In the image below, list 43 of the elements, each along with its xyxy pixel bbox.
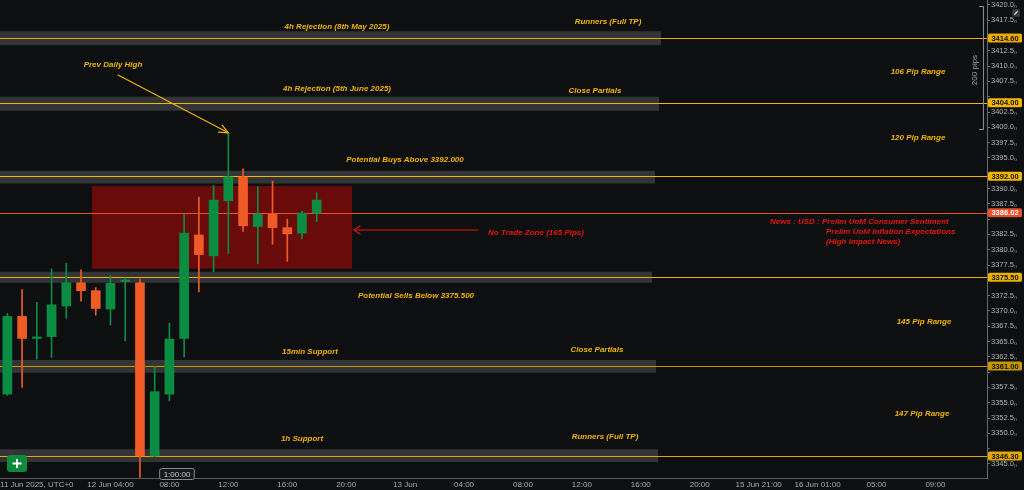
- candlestick: [252, 186, 263, 265]
- candlestick: [282, 218, 293, 262]
- annotation: 4h Rejection (5th June 2025): [281, 84, 392, 94]
- annotation: Potential Buys Above 3392.000: [346, 155, 465, 165]
- annotation: 145 Pip Range: [896, 317, 952, 327]
- candlestick: [194, 196, 204, 293]
- annotation: 15min Support: [281, 347, 339, 357]
- x-tick-label: 13 Jun: [393, 480, 418, 489]
- annotation: 147 Pip Range: [894, 409, 950, 419]
- annotation: 106 Pip Range: [890, 67, 946, 77]
- candlestick: [17, 289, 27, 388]
- annotation: News : USD : Prelim UoM Consumer Sentiment: [770, 217, 950, 227]
- x-tick-label: 04:00: [454, 480, 475, 489]
- annotation: Prev Daily High: [83, 60, 143, 70]
- x-tick-label: 15 Jun 21:00: [735, 480, 783, 489]
- x-tick-label: 16 Jun 01:00: [794, 480, 842, 489]
- annotation: 1h Support: [280, 434, 324, 444]
- annotation: 1:00:00: [163, 469, 191, 479]
- x-tick-label: 09:00: [925, 480, 946, 489]
- annotation: 200 pips: [970, 54, 980, 86]
- x-tick-label: 20:00: [336, 480, 357, 489]
- x-tick-label: 16:00: [277, 480, 298, 489]
- x-tick-label: 11 Jun 2025, UTC+0: [0, 480, 75, 489]
- annotation: (High Impact News): [826, 237, 901, 247]
- x-tick-label: 16:00: [630, 480, 652, 489]
- annotation: Runners (Full TP): [574, 17, 642, 27]
- annotation: Close Partials: [568, 86, 622, 96]
- annotation: Prelim UoM Inflation Expectations: [826, 227, 956, 237]
- annotation: Close Partials: [570, 345, 624, 355]
- x-tick-label: 08:00: [159, 480, 180, 489]
- x-tick-label: 12 Jun 04:00: [87, 480, 135, 489]
- annotation: 4h Rejection (8th May 2025): [283, 22, 390, 32]
- candlestick: [120, 277, 131, 342]
- x-tick-label: 05:00: [866, 480, 888, 489]
- annotation: Potential Sells Below 3375.500: [357, 291, 475, 301]
- band-label: No Trade Zone (165 Pips): [488, 228, 585, 238]
- annotation: 120 Pip Range: [890, 133, 946, 143]
- x-tick-label: 12:00: [218, 480, 239, 489]
- annotation: Runners (Full TP): [571, 432, 639, 442]
- x-tick-label: 08:00: [512, 480, 534, 489]
- x-tick-label: 12:00: [571, 480, 593, 489]
- candlestick: [32, 302, 42, 360]
- x-tick-label: 20:00: [689, 480, 711, 489]
